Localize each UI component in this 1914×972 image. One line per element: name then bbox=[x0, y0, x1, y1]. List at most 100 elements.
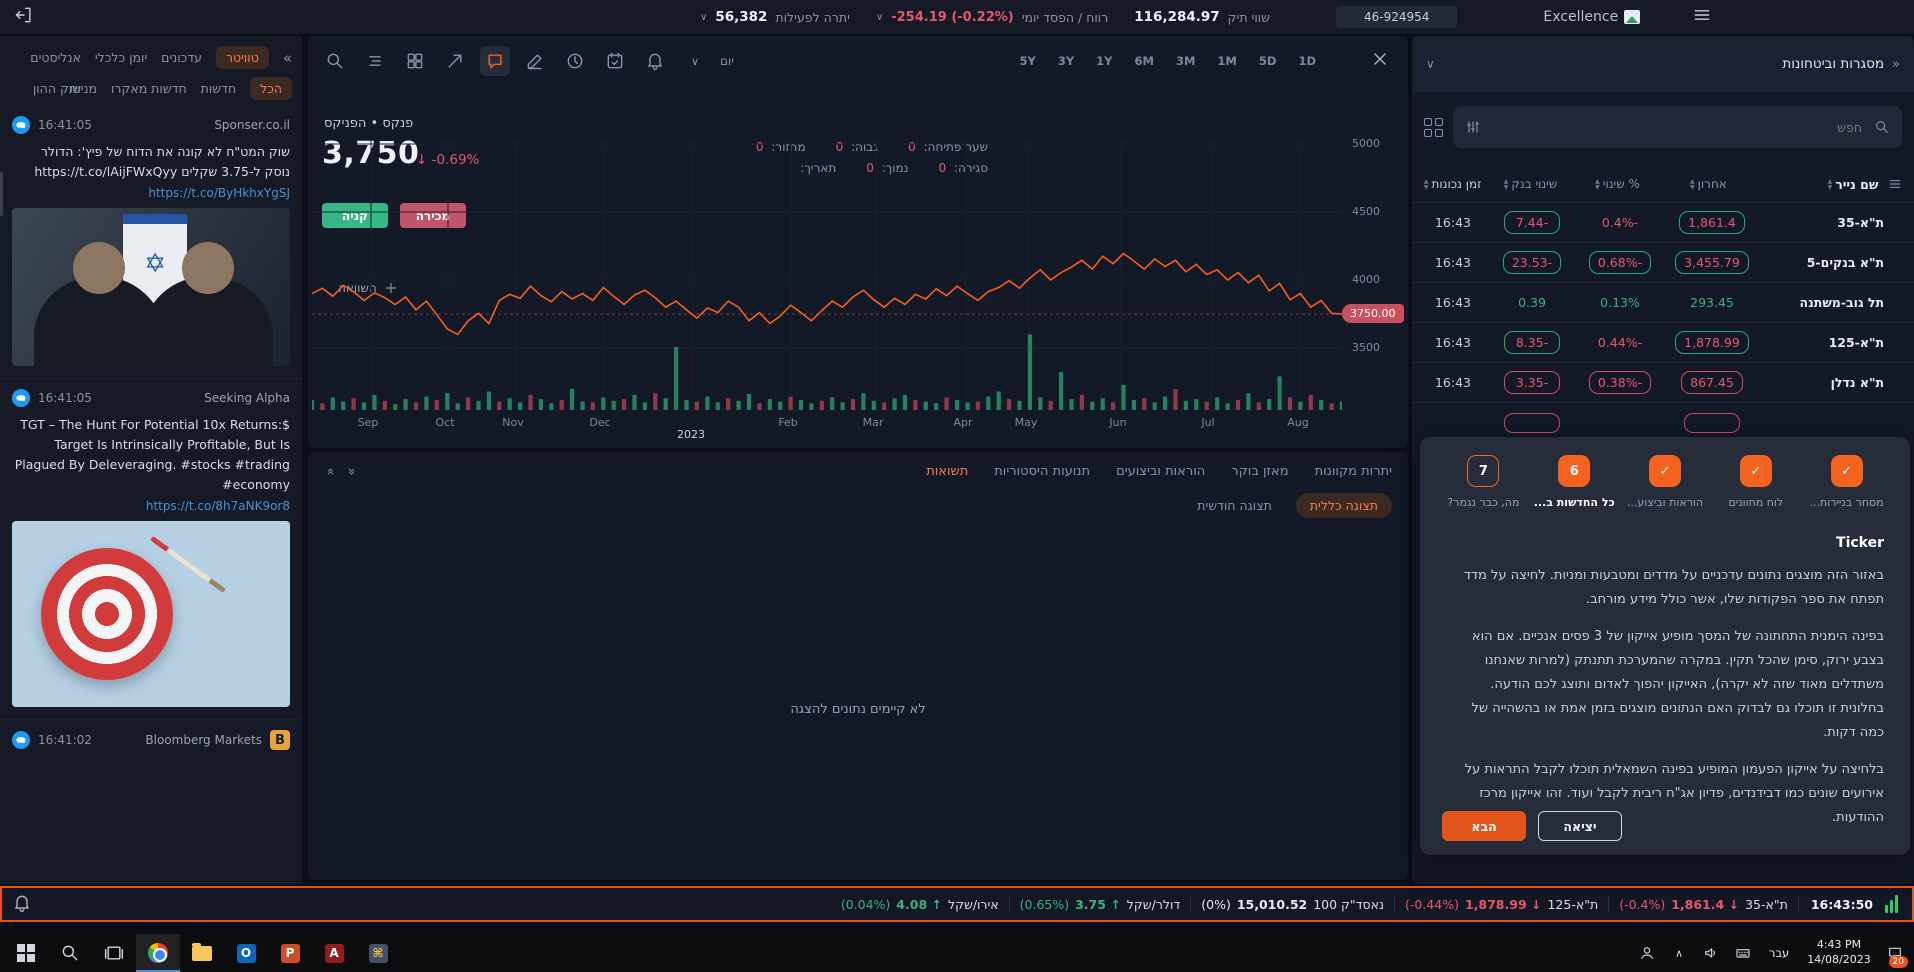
tf-5d[interactable]: 5D bbox=[1259, 54, 1277, 68]
layout-grid-icon[interactable] bbox=[400, 46, 430, 76]
alert-bell-icon[interactable] bbox=[640, 46, 670, 76]
col-pct-change[interactable]: % שינוי▲▼ bbox=[1574, 177, 1661, 191]
tab-updates[interactable]: עדכונים bbox=[161, 50, 202, 65]
tab-analysts[interactable]: אנליסטים bbox=[30, 50, 81, 65]
search-input[interactable] bbox=[1491, 119, 1864, 136]
cursor-icon[interactable] bbox=[440, 46, 470, 76]
tf-3y[interactable]: 3Y bbox=[1058, 54, 1074, 68]
grid-view-icon[interactable] bbox=[1424, 118, 1443, 137]
touch-keyboard-icon[interactable] bbox=[1728, 934, 1758, 972]
tab-returns[interactable]: תשואות bbox=[926, 464, 968, 479]
taskbar-search-icon[interactable] bbox=[48, 934, 92, 972]
tab-morning-balance[interactable]: מאזן בוקר bbox=[1231, 464, 1288, 479]
search-box[interactable] bbox=[1453, 106, 1902, 148]
col-security-name[interactable]: שם נייר▲▼ bbox=[1756, 177, 1882, 192]
draw-pencil-icon[interactable] bbox=[520, 46, 550, 76]
tab-news[interactable]: חדשות bbox=[201, 81, 236, 96]
tab-historical-movements[interactable]: תנועות היסטוריות bbox=[994, 464, 1090, 479]
interval-label[interactable]: יום bbox=[720, 54, 734, 68]
scrollbar[interactable] bbox=[0, 172, 3, 216]
language-indicator[interactable]: עבר bbox=[1760, 946, 1798, 960]
ticker-bell-icon[interactable] bbox=[12, 893, 32, 916]
tf-1m[interactable]: 1M bbox=[1217, 54, 1236, 68]
task-view-icon[interactable] bbox=[92, 934, 136, 972]
tab-stocks[interactable]: מניות bbox=[69, 81, 97, 96]
step-securities-trading[interactable]: ✓ מסחר בניירות... bbox=[1801, 455, 1892, 509]
tab-online-balances[interactable]: יתרות מקוונות bbox=[1315, 464, 1392, 479]
tweet-item[interactable]: 16:41:02 Bloomberg Markets B bbox=[0, 720, 302, 762]
step-finish[interactable]: 7 מה, כבר נגמר? bbox=[1438, 455, 1529, 509]
view-general[interactable]: תצוגה כללית bbox=[1296, 493, 1392, 518]
volume-icon[interactable] bbox=[1696, 934, 1726, 972]
ticker-item-nasdaq100[interactable]: (0%) 15,010.52 נאסד"ק 100 bbox=[1191, 897, 1394, 912]
tab-macro-news[interactable]: חדשות מאקרו bbox=[111, 81, 187, 96]
filter-sliders-icon[interactable] bbox=[1465, 119, 1481, 135]
daily-pl[interactable]: ∨ -254.19 (-0.22%) רווח / הפסד יומי bbox=[876, 10, 1108, 25]
view-monthly[interactable]: תצוגה חודשית bbox=[1183, 493, 1286, 518]
tf-1d[interactable]: 1D bbox=[1298, 54, 1316, 68]
taskbar-clock[interactable]: 4:43 PM 14/08/2023 bbox=[1800, 938, 1878, 968]
table-row[interactable]: תל גוב-משתנה 293.45 0.13% 0.39 16:43 bbox=[1412, 282, 1914, 322]
price-chart-svg[interactable] bbox=[312, 132, 1342, 416]
tab-economic-calendar[interactable]: יומן כלכלי bbox=[95, 50, 147, 65]
expand-down-icon[interactable]: « bbox=[344, 468, 359, 476]
symbol-name[interactable]: פנקס • הפניקס bbox=[324, 116, 413, 131]
quote-details-icon[interactable] bbox=[360, 46, 390, 76]
col-time[interactable]: זמן נכונות▲▼ bbox=[1418, 177, 1487, 191]
sidebar-collapse-icon[interactable]: « bbox=[283, 49, 292, 67]
table-row[interactable]: ת"א-35 1,861.4 -0.4% -7.44 16:43 bbox=[1412, 202, 1914, 242]
tweet-link[interactable]: https://t.co/ByHkhxYgSJ bbox=[12, 186, 290, 200]
tweet-item[interactable]: 16:41:05 Seeking Alpha TGT – The Hunt Fo… bbox=[0, 379, 302, 720]
start-button-icon[interactable] bbox=[4, 934, 48, 972]
tab-all[interactable]: הכל bbox=[250, 77, 292, 100]
outlook-icon[interactable]: O bbox=[224, 934, 268, 972]
file-explorer-icon[interactable] bbox=[180, 934, 224, 972]
step-orders[interactable]: ✓ הוראות וביצוע... bbox=[1620, 455, 1711, 509]
tf-5y[interactable]: 5Y bbox=[1019, 54, 1035, 68]
history-icon[interactable] bbox=[560, 46, 590, 76]
app-icon[interactable]: ⌘ bbox=[356, 934, 400, 972]
ticker-item-ta35[interactable]: (-0.4%) 1,861.4 ↓ ת"א-35 bbox=[1609, 897, 1798, 912]
ticker-item-ta125[interactable]: (-0.44%) 1,878.99 ↓ ת"א-125 bbox=[1395, 897, 1608, 912]
ticker-item-usd-ils[interactable]: (0.65%) 3.75 ↑ דולר/שקל bbox=[1010, 897, 1191, 912]
available-balance[interactable]: ∨ 56,382 יתרה לפעילות bbox=[700, 9, 850, 25]
col-change[interactable]: שינוי בנק▲▼ bbox=[1487, 177, 1574, 191]
exit-button[interactable]: יציאה bbox=[1538, 811, 1622, 841]
column-menu-icon[interactable] bbox=[1882, 176, 1908, 192]
calendar-icon[interactable] bbox=[600, 46, 630, 76]
expand-up-icon[interactable]: « bbox=[322, 468, 337, 476]
next-button[interactable]: הבא bbox=[1442, 811, 1526, 841]
connection-status-icon[interactable] bbox=[1885, 895, 1898, 913]
tf-6m[interactable]: 6M bbox=[1135, 54, 1154, 68]
acrobat-icon[interactable]: A bbox=[312, 934, 356, 972]
account-selector[interactable]: 46-924954 bbox=[1336, 6, 1457, 28]
symbol-search-icon[interactable] bbox=[320, 46, 350, 76]
table-row[interactable]: ת"א בנקים-5 3,455.79 -0.68% -23.53 16:43 bbox=[1412, 242, 1914, 282]
people-icon[interactable] bbox=[1632, 934, 1662, 972]
tab-orders-executions[interactable]: הוראות וביצועים bbox=[1116, 464, 1205, 479]
tweet-link[interactable]: https://t.co/8h7aNK9or8 bbox=[12, 499, 290, 513]
hamburger-menu-icon[interactable] bbox=[1692, 5, 1712, 29]
table-row[interactable]: ת"א-125 1,878.99 -0.44% -8.35 16:43 bbox=[1412, 322, 1914, 362]
show-hidden-icons[interactable]: ∧ bbox=[1664, 934, 1694, 972]
col-last[interactable]: אחרון▲▼ bbox=[1661, 177, 1756, 191]
powerpoint-icon[interactable]: P bbox=[268, 934, 312, 972]
step-news-current[interactable]: 6 כל החדשות ב... bbox=[1529, 455, 1620, 509]
tab-twitter[interactable]: טוויטר bbox=[216, 46, 269, 69]
table-row[interactable]: ת"א נדלן 867.45 -0.38% -3.35 16:43 bbox=[1412, 362, 1914, 402]
exit-icon[interactable] bbox=[14, 5, 34, 29]
panel-expand-icon[interactable]: « bbox=[1892, 57, 1900, 72]
chevron-down-icon[interactable]: ∨ bbox=[1426, 57, 1435, 71]
tf-1y[interactable]: 1Y bbox=[1096, 54, 1112, 68]
ticker-item-eur-ils[interactable]: (0.04%) 4.08 ↑ אירו/שקל bbox=[831, 897, 1009, 912]
close-icon[interactable] bbox=[1370, 49, 1390, 73]
action-center-icon[interactable]: 20 bbox=[1880, 934, 1910, 972]
chat-annotation-icon[interactable] bbox=[480, 46, 510, 76]
table-row-partial[interactable] bbox=[1412, 402, 1914, 442]
chrome-icon[interactable] bbox=[136, 934, 180, 972]
step-dashboard[interactable]: ✓ לוח מחוונים bbox=[1710, 455, 1801, 509]
chevron-down-icon[interactable]: ∨ bbox=[680, 46, 710, 76]
search-icon[interactable] bbox=[1874, 119, 1890, 135]
tweet-item[interactable]: 16:41:05 Sponser.co.il שוק המט"ח לא קונה… bbox=[0, 106, 302, 379]
tf-3m[interactable]: 3M bbox=[1176, 54, 1195, 68]
